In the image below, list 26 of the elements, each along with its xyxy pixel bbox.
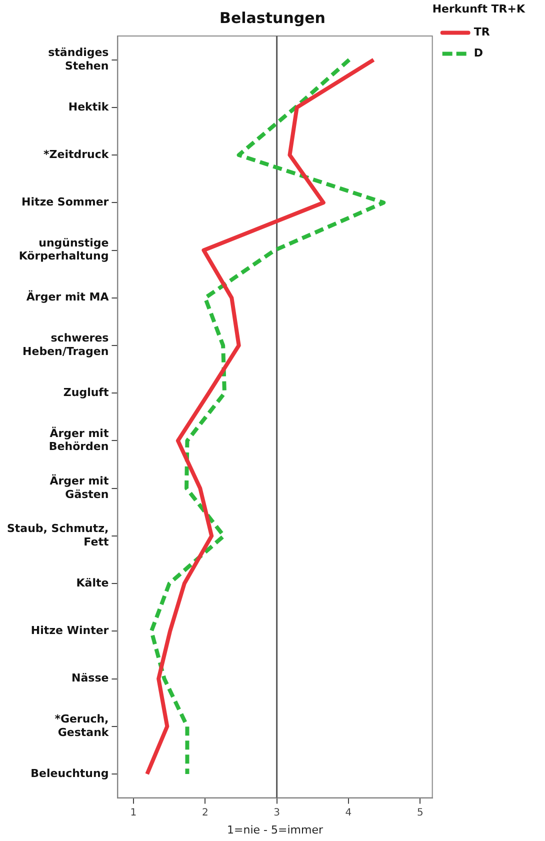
y-tick-label: Ärger mit MA (26, 290, 110, 304)
x-tick-label: 4 (345, 807, 352, 818)
x-tick-label: 3 (274, 807, 280, 818)
y-tick-label: Hektik (68, 100, 110, 114)
y-tick-label: Beleuchtung (30, 766, 109, 780)
y-tick-label: Hitze Sommer (22, 196, 110, 209)
y-tick-label: Ärger mit Gästen (50, 474, 109, 501)
y-tick-label: ständiges Stehen (48, 46, 110, 72)
x-axis-title: 1=nie - 5=immer (227, 823, 324, 836)
y-tick-label: ungünstige Körperhaltung (18, 236, 109, 263)
y-tick-label: Hitze Winter (30, 624, 110, 638)
chart-title: Belastungen (220, 8, 326, 27)
legend-label: TR (474, 26, 490, 39)
x-tick-label: 5 (416, 807, 424, 818)
y-tick-label: Kälte (76, 576, 109, 590)
y-tick-label: *Geruch, Gestank (54, 712, 110, 739)
legend-title: Herkunft TR+K (432, 2, 526, 16)
y-tick-label: *Zeitdruck (44, 148, 110, 161)
y-tick-label: Staub, Schmutz, Fett (6, 522, 109, 548)
y-tick-label: Nässe (72, 672, 109, 685)
legend-label: D (474, 46, 483, 60)
x-tick-label: 1 (130, 807, 137, 818)
x-tick-label: 2 (202, 807, 208, 818)
y-tick-label: Zugluft (63, 386, 109, 399)
y-tick-label: Ärger mit Behörden (48, 426, 109, 454)
y-tick-label: schweres Heben/Tragen (22, 332, 110, 358)
